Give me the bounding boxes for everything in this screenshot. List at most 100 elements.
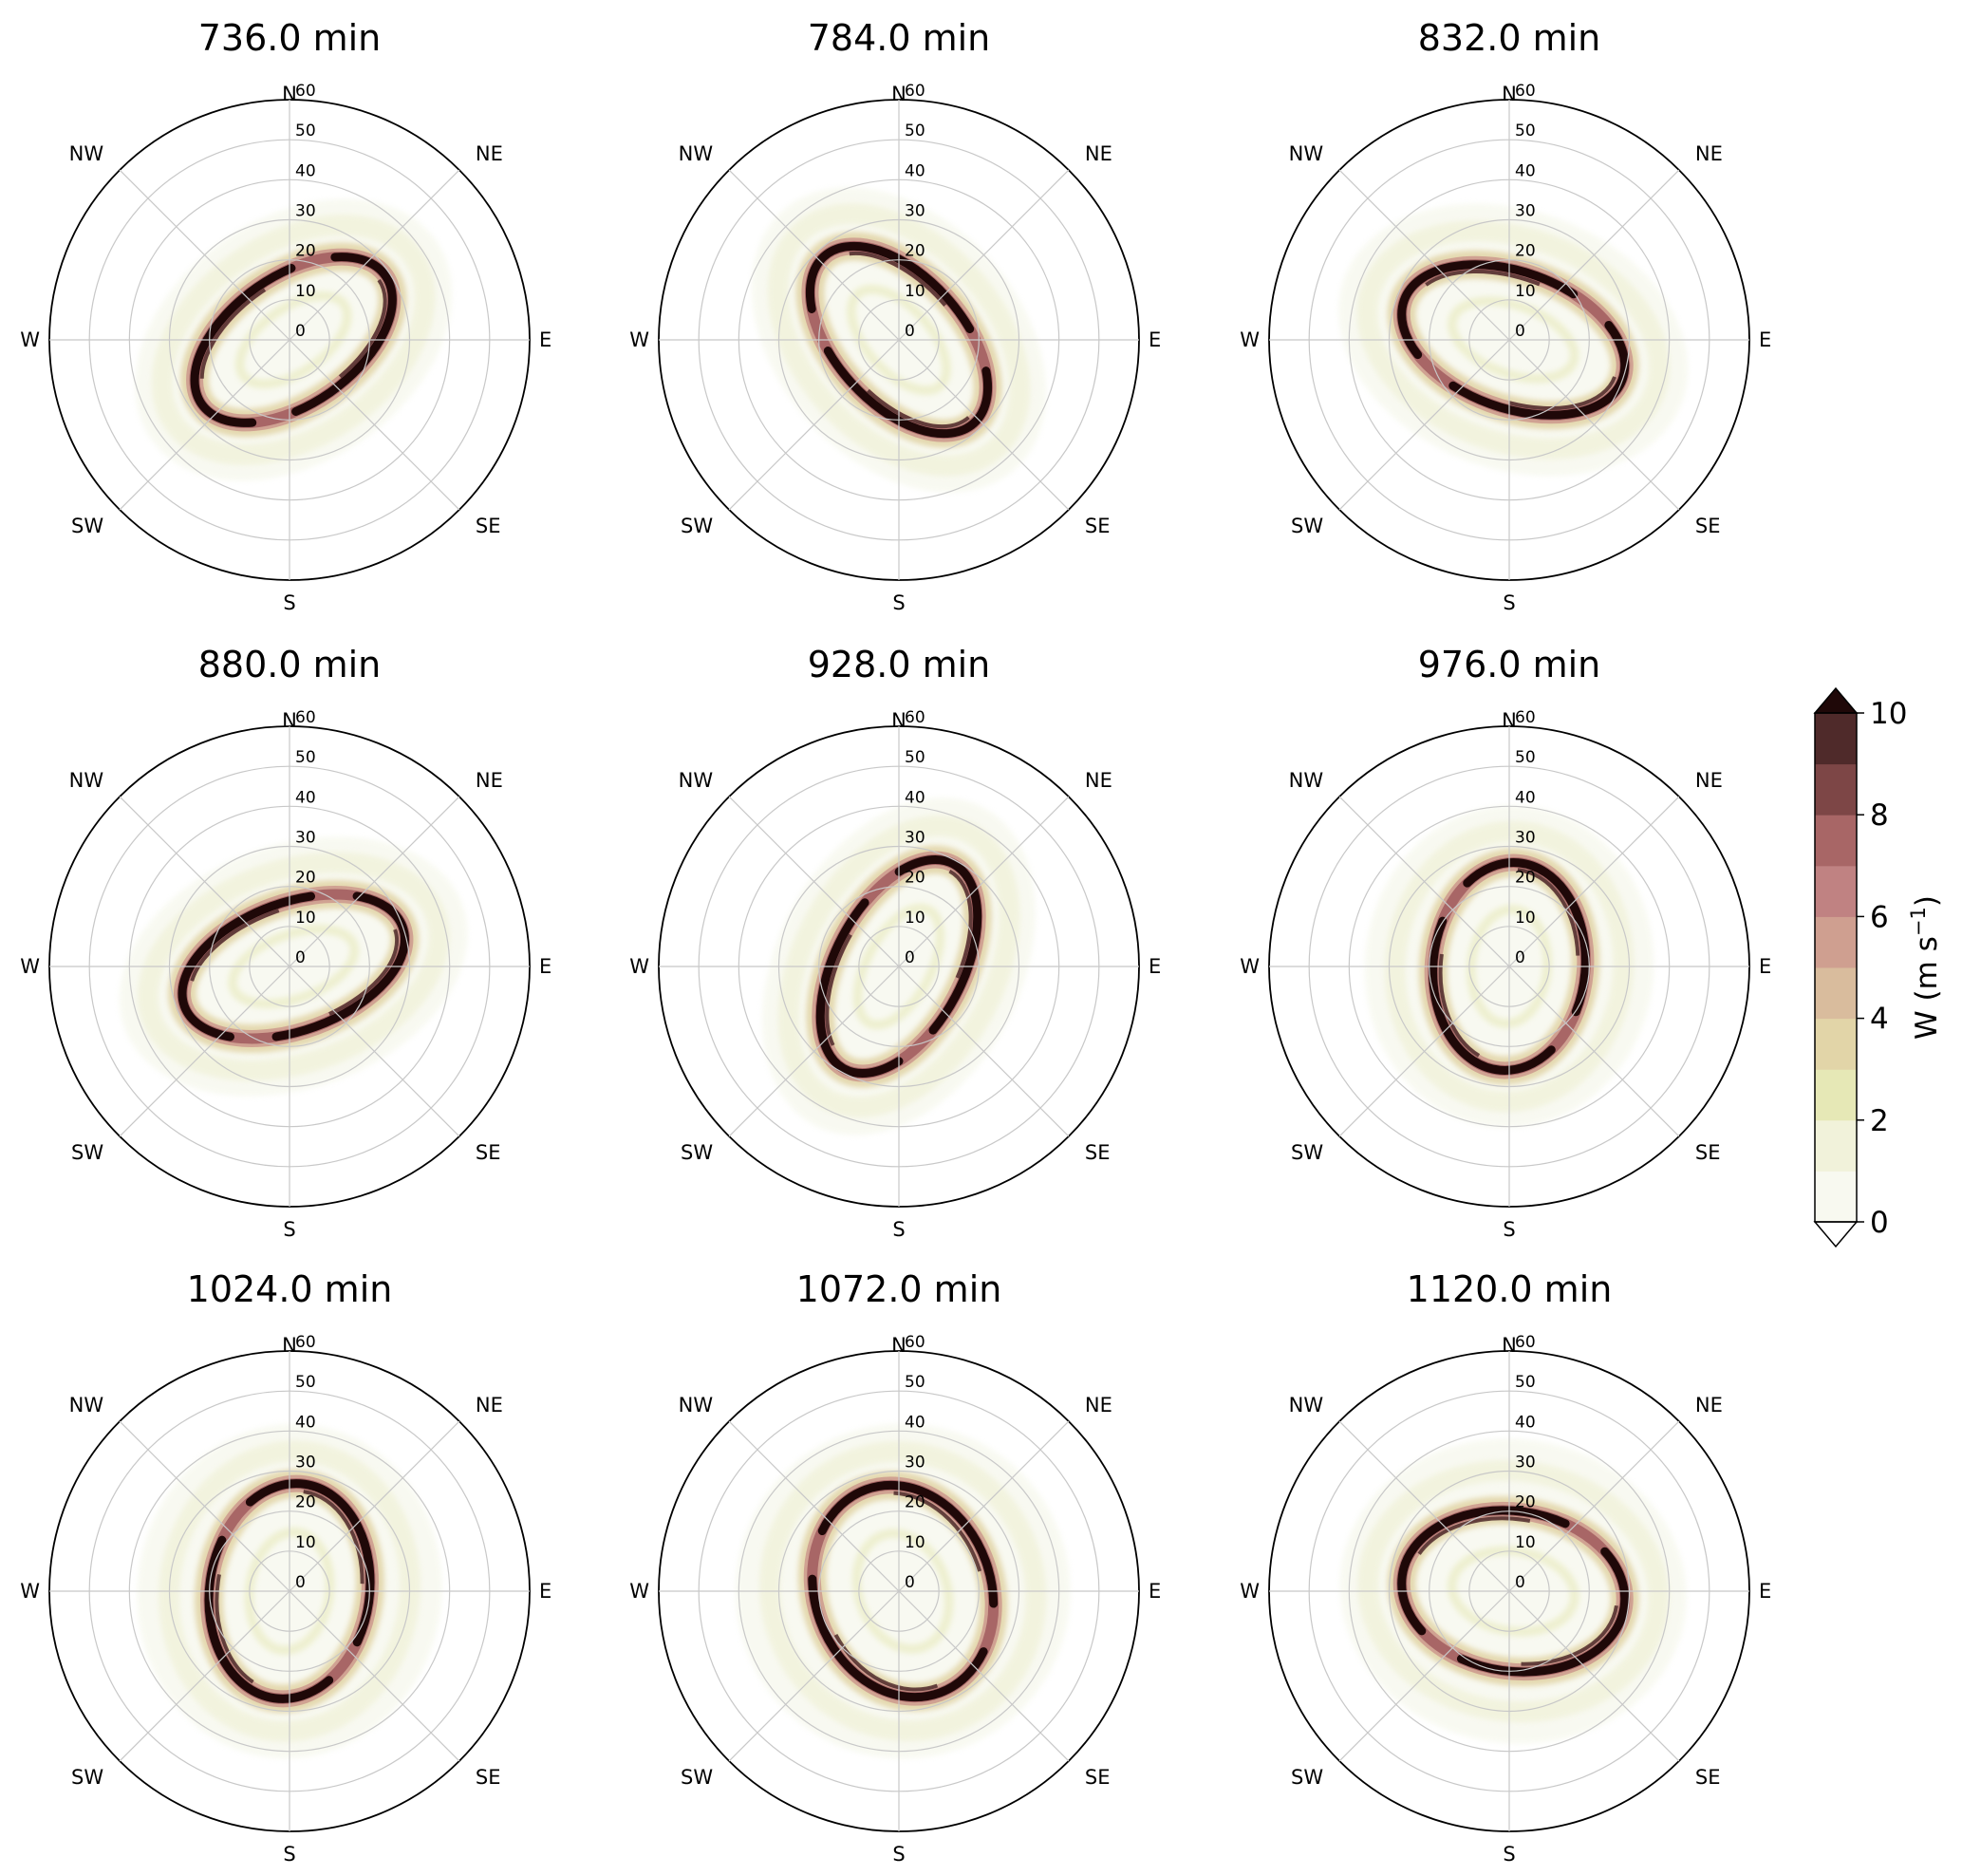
colorbar-extend-max bbox=[1813, 686, 1859, 714]
radial-tick-label: 20 bbox=[295, 869, 316, 888]
radial-tick-label: 20 bbox=[905, 242, 925, 261]
contour-level-1 bbox=[1384, 820, 1635, 1113]
angular-grid-line bbox=[119, 1420, 290, 1592]
radial-tick-label: 60 bbox=[295, 1333, 316, 1352]
colorbar-bin bbox=[1815, 865, 1857, 917]
direction-label: W bbox=[1240, 328, 1260, 351]
direction-label: NW bbox=[69, 142, 104, 165]
contour-level-2 bbox=[234, 291, 352, 389]
radial-tick-label: 10 bbox=[1515, 909, 1536, 928]
direction-label: NW bbox=[1289, 769, 1324, 792]
panel-title: 928.0 min bbox=[808, 644, 991, 685]
direction-label: S bbox=[892, 1218, 905, 1241]
direction-label: E bbox=[539, 328, 551, 351]
contour-level-over bbox=[815, 854, 982, 1079]
direction-label: S bbox=[283, 591, 295, 614]
polar-panel: 0 10 20 30 40 50 60N NE E SE S SW W NW 928.0 min bbox=[629, 644, 1161, 1241]
contour-level-1 bbox=[767, 203, 1031, 477]
polar-panel: 0 10 20 30 40 50 60N NE E SE S SW W NW 1072.0 min bbox=[629, 1268, 1161, 1866]
direction-label: SE bbox=[1695, 1766, 1721, 1789]
direction-label: N bbox=[891, 709, 906, 732]
angular-grid-line bbox=[1338, 796, 1510, 967]
angular-grid-line bbox=[289, 339, 460, 511]
radial-tick-label: 50 bbox=[295, 1373, 316, 1392]
direction-label: E bbox=[1149, 955, 1161, 978]
direction-label: NE bbox=[1695, 1394, 1723, 1416]
colorbar-tick-label: 2 bbox=[1870, 1104, 1889, 1138]
direction-label: N bbox=[891, 1334, 906, 1357]
contour-level-1 bbox=[759, 1441, 1047, 1741]
contour-level-9 bbox=[215, 1489, 364, 1694]
radial-tick-label: 10 bbox=[295, 1533, 316, 1552]
colorbar-label: W (m s−1) bbox=[1907, 895, 1944, 1040]
radial-tick-label: 40 bbox=[1515, 1413, 1536, 1432]
radial-tick-label: 20 bbox=[905, 869, 925, 888]
direction-label: N bbox=[1502, 709, 1517, 732]
direction-label: N bbox=[1502, 83, 1517, 105]
direction-label: S bbox=[892, 591, 905, 614]
angular-grid-line bbox=[728, 169, 900, 341]
direction-label: NW bbox=[69, 1394, 104, 1416]
angular-grid-line bbox=[728, 339, 900, 511]
direction-label: W bbox=[20, 328, 40, 351]
angular-grid-line bbox=[1508, 169, 1680, 341]
colorbar-frame bbox=[1814, 712, 1858, 1223]
angular-grid-line bbox=[898, 1420, 1070, 1592]
colorbar-label-exponent: −1 bbox=[1907, 907, 1930, 936]
radial-tick-label: 10 bbox=[905, 282, 925, 301]
panel-title: 1024.0 min bbox=[187, 1268, 393, 1310]
angular-grid-line bbox=[1338, 1420, 1510, 1592]
angular-grid-line bbox=[1508, 796, 1680, 967]
angular-grid-line bbox=[1338, 1590, 1510, 1762]
colorbar: 0 2 4 6 8 10 W (m s−1) bbox=[1813, 686, 1944, 1248]
angular-grid-line bbox=[119, 1590, 290, 1762]
radial-tick-label: 0 bbox=[295, 948, 306, 967]
angular-grid-line bbox=[289, 169, 460, 341]
panel-title: 832.0 min bbox=[1418, 17, 1601, 59]
direction-label: SW bbox=[71, 1766, 103, 1789]
contour-level-9 bbox=[199, 261, 387, 419]
panel-title: 976.0 min bbox=[1418, 644, 1601, 685]
contour-level-9 bbox=[814, 251, 983, 429]
angular-grid-line bbox=[1508, 1420, 1680, 1592]
angular-grid-line bbox=[728, 966, 900, 1137]
radial-tick-label: 10 bbox=[905, 1533, 925, 1552]
direction-label: SE bbox=[1085, 1141, 1111, 1164]
contour-level-1 bbox=[151, 215, 436, 465]
direction-label: N bbox=[891, 83, 906, 105]
angular-grid-line bbox=[1338, 966, 1510, 1137]
radial-tick-label: 30 bbox=[905, 1454, 925, 1473]
radial-tick-label: 0 bbox=[905, 1573, 915, 1592]
direction-label: W bbox=[629, 955, 649, 978]
radial-tick-label: 60 bbox=[295, 82, 316, 101]
angular-grid-line bbox=[1508, 966, 1680, 1137]
colorbar-bin bbox=[1815, 1069, 1857, 1121]
direction-label: N bbox=[282, 1334, 297, 1357]
colorbar-bin bbox=[1815, 1171, 1857, 1223]
colorbar-tick-label: 10 bbox=[1870, 697, 1907, 731]
angular-grid-line bbox=[289, 1590, 460, 1762]
colorbar-tick-label: 4 bbox=[1870, 1003, 1889, 1037]
direction-label: W bbox=[629, 328, 649, 351]
contour-level-9 bbox=[818, 1491, 987, 1692]
colorbar-tick-label: 8 bbox=[1870, 798, 1889, 833]
radial-tick-label: 50 bbox=[1515, 1373, 1536, 1392]
contour-level-2 bbox=[1466, 904, 1553, 1029]
angular-grid-line bbox=[1338, 169, 1510, 341]
radial-tick-label: 60 bbox=[905, 82, 925, 101]
radial-tick-label: 30 bbox=[1515, 202, 1536, 221]
radial-tick-label: 10 bbox=[295, 909, 316, 928]
direction-label: NE bbox=[1085, 142, 1112, 165]
direction-label: SE bbox=[1695, 515, 1721, 537]
colorbar-tick-label: 6 bbox=[1870, 900, 1889, 934]
contour-level-1 bbox=[137, 852, 450, 1081]
radial-tick-label: 60 bbox=[1515, 1333, 1536, 1352]
radial-tick-label: 40 bbox=[905, 1413, 925, 1432]
radial-tick-label: 20 bbox=[1515, 242, 1536, 261]
direction-label: E bbox=[539, 955, 551, 978]
direction-label: N bbox=[1502, 1334, 1517, 1357]
direction-label: E bbox=[1759, 955, 1771, 978]
contour-level-2 bbox=[852, 903, 945, 1030]
polar-panel: 0 10 20 30 40 50 60N NE E SE S SW W NW 976.0 min bbox=[1240, 644, 1771, 1241]
